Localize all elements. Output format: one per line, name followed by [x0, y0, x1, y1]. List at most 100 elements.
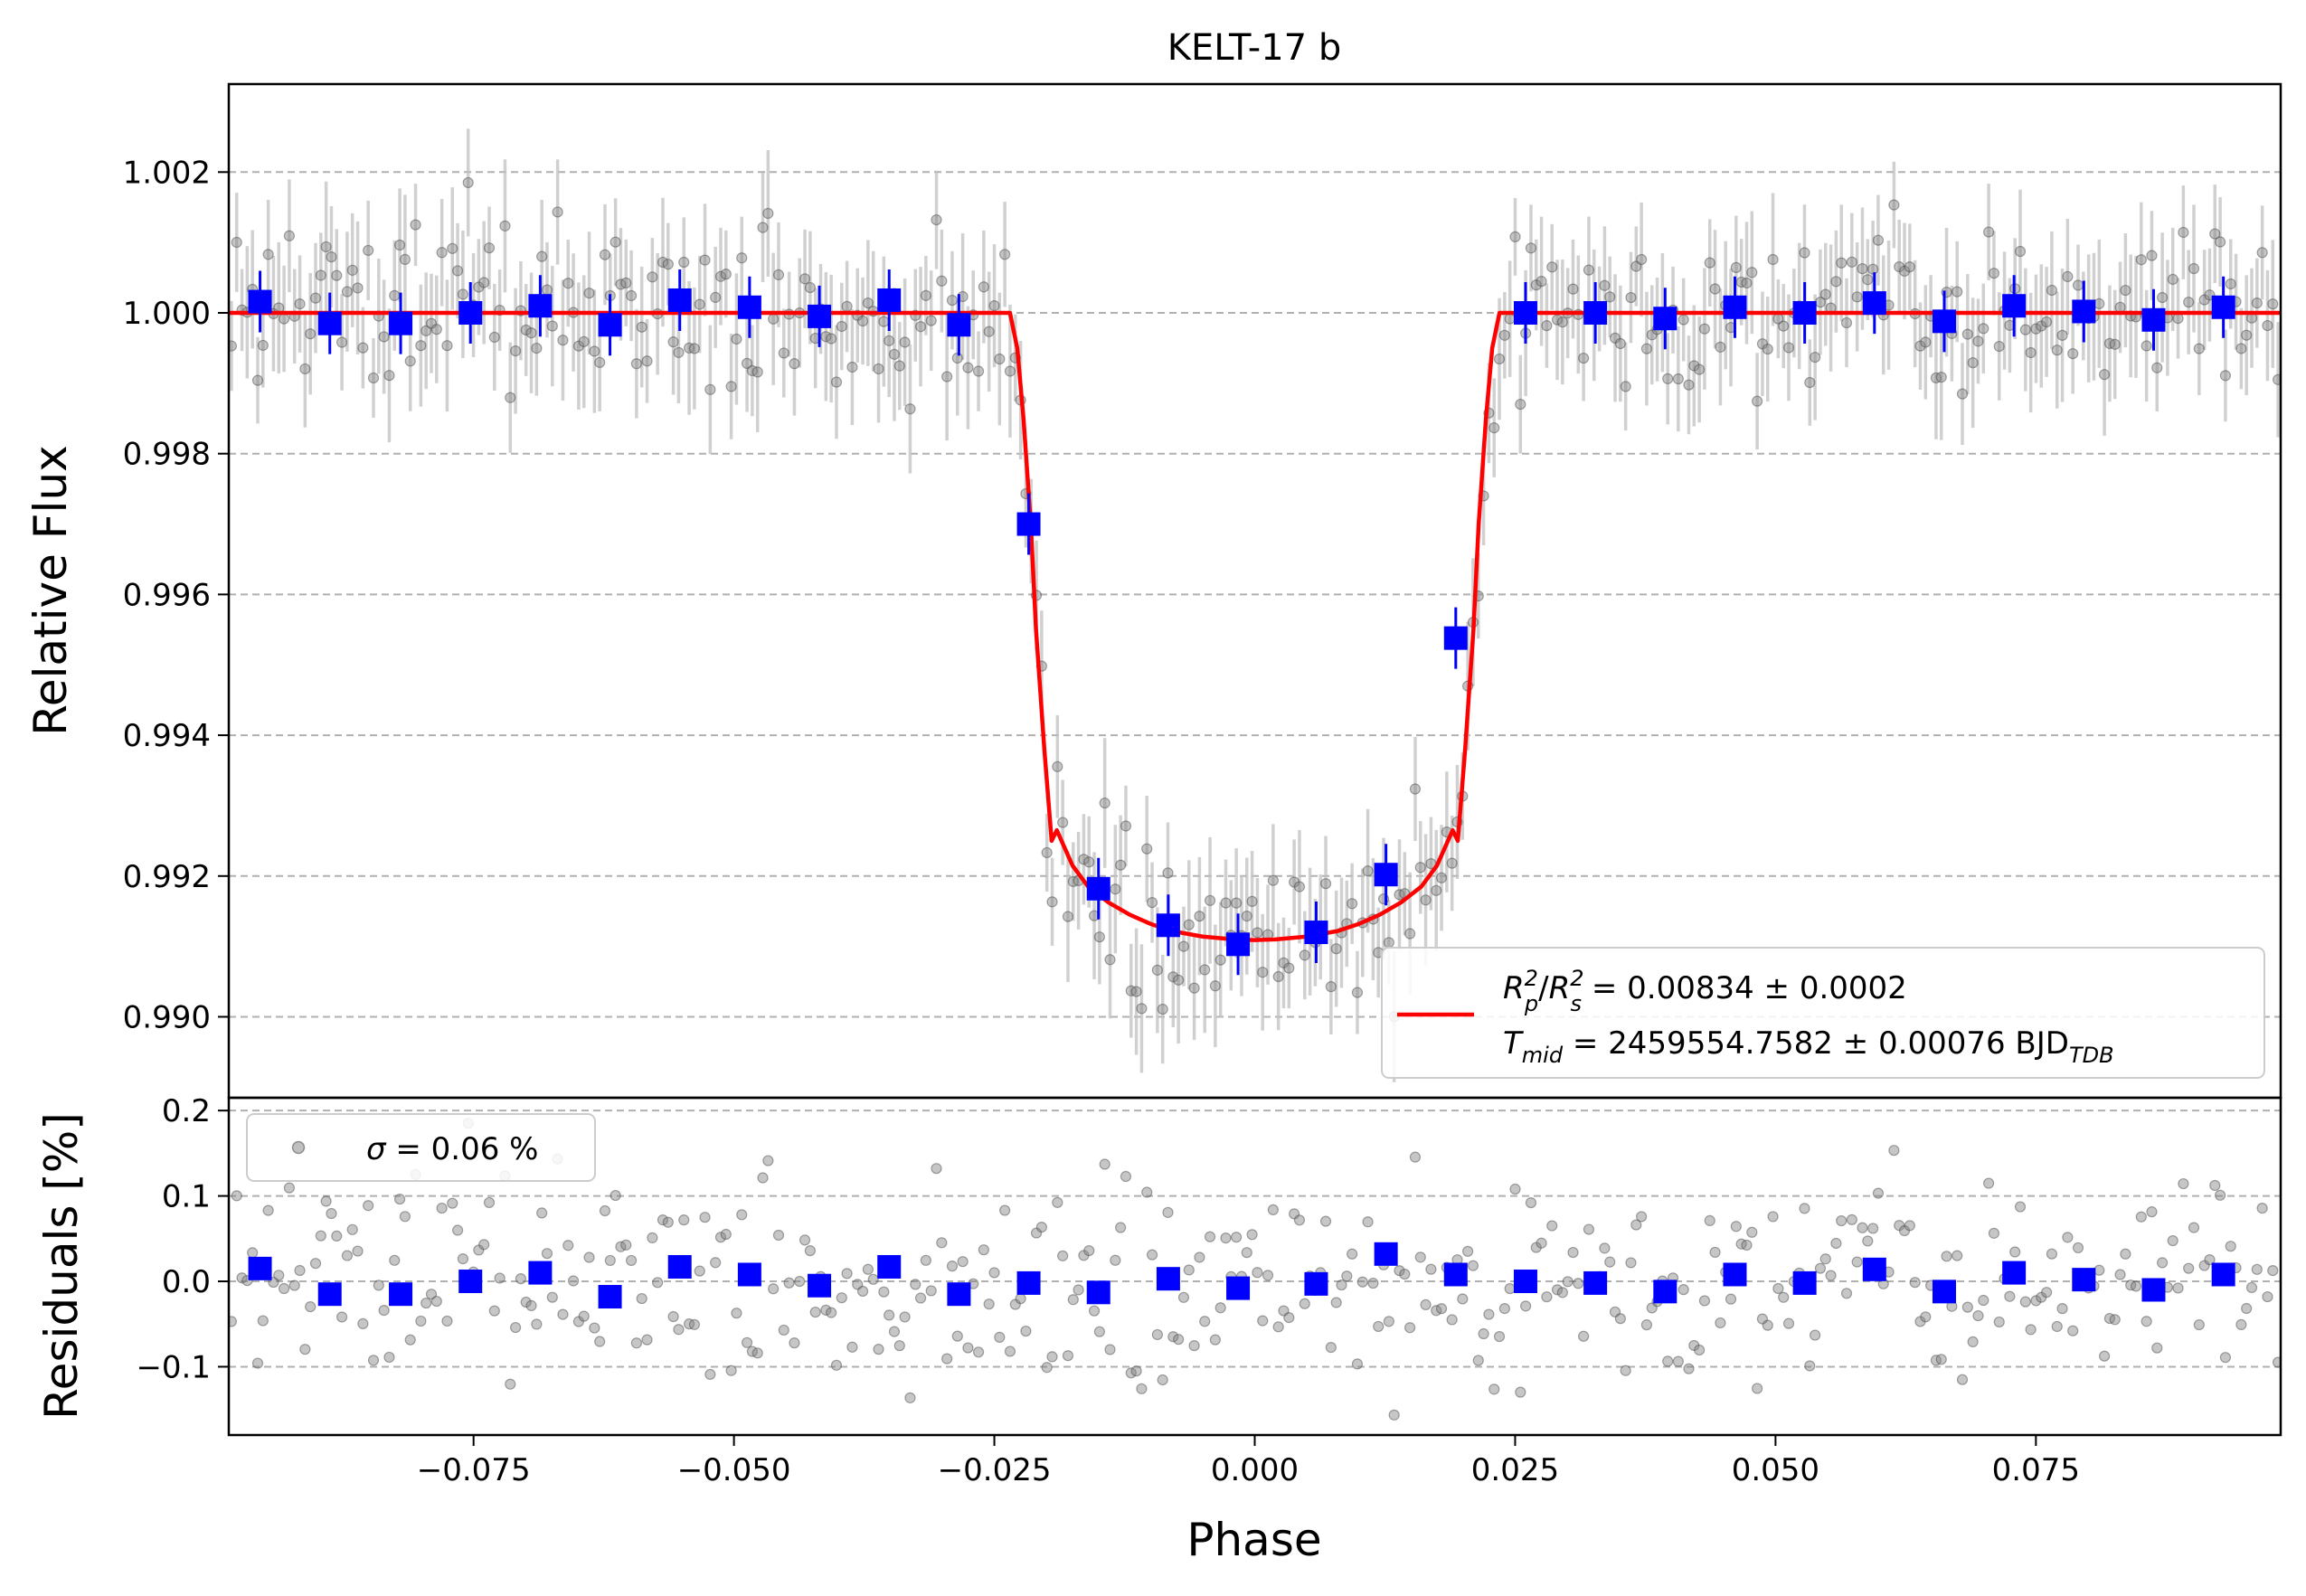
- raw-flux-point: [667, 336, 679, 348]
- raw-residual-point: [2019, 1296, 2031, 1308]
- raw-flux-point: [1888, 199, 1900, 211]
- raw-residual-point: [1573, 1278, 1584, 1289]
- binned-residual-point: [1792, 1270, 1817, 1295]
- raw-residual-point: [2156, 1257, 2169, 1269]
- raw-flux-point: [856, 315, 869, 327]
- raw-flux-point: [1541, 320, 1553, 332]
- raw-residual-point: [2235, 1318, 2247, 1331]
- raw-residual-point: [2098, 1350, 2111, 1362]
- raw-residual-point: [1088, 1305, 1101, 1317]
- raw-residual-point: [1020, 1325, 1032, 1337]
- raw-residual-point: [757, 1172, 769, 1184]
- raw-flux-point: [1709, 283, 1721, 295]
- raw-residual-point: [920, 1254, 931, 1266]
- x-tick-label: −0.075: [417, 1452, 531, 1488]
- raw-flux-point: [462, 176, 474, 189]
- raw-flux-point: [936, 275, 948, 287]
- rp-sup: 2: [1525, 966, 1538, 991]
- raw-residual-point: [1709, 1246, 1721, 1259]
- raw-flux-point: [1857, 263, 1868, 275]
- raw-residual-point: [1778, 1291, 1790, 1303]
- raw-residual-point: [1435, 1303, 1448, 1315]
- raw-flux-point: [1241, 910, 1252, 922]
- raw-flux-point: [589, 345, 600, 357]
- raw-residual-point: [2245, 1281, 2258, 1294]
- raw-residual-point: [741, 1336, 753, 1348]
- raw-residual-point: [1278, 1305, 1290, 1317]
- raw-residual-point: [2172, 1282, 2184, 1294]
- raw-flux-point: [1752, 395, 1763, 407]
- raw-flux-point: [1704, 257, 1715, 269]
- raw-residual-point: [1704, 1214, 1715, 1226]
- binned-residual-point: [1583, 1270, 1608, 1295]
- raw-flux-point: [1804, 376, 1816, 389]
- raw-residual-point: [1099, 1158, 1110, 1170]
- raw-residual-point: [594, 1336, 606, 1347]
- raw-flux-point: [2267, 298, 2279, 310]
- top-binned-points: [248, 269, 2235, 976]
- raw-residual-point: [604, 1254, 616, 1267]
- raw-residual-point: [1414, 1251, 1426, 1263]
- raw-flux-point: [878, 316, 890, 327]
- raw-flux-point: [1278, 957, 1290, 968]
- raw-flux-point: [647, 271, 658, 283]
- raw-flux-point: [1630, 260, 1642, 272]
- raw-residual-point: [1909, 1277, 1921, 1289]
- raw-residual-point: [1325, 1342, 1337, 1354]
- raw-flux-point: [2167, 273, 2178, 286]
- raw-residual-point: [1067, 1294, 1079, 1306]
- raw-flux-point: [1799, 247, 1810, 259]
- bottom-y-tick-label: 0.2: [162, 1093, 211, 1129]
- raw-flux-point: [983, 326, 995, 337]
- raw-flux-point: [1062, 911, 1074, 922]
- raw-residual-point: [357, 1317, 369, 1329]
- raw-residual-point: [483, 1196, 496, 1209]
- raw-residual-point: [1083, 1244, 1095, 1257]
- raw-flux-point: [1220, 897, 1232, 909]
- binned-residual-point: [317, 1282, 342, 1307]
- raw-flux-point: [1872, 234, 1885, 246]
- raw-flux-point: [688, 343, 700, 354]
- raw-flux-point: [1836, 257, 1848, 269]
- raw-flux-point: [1283, 962, 1295, 974]
- raw-flux-point: [1188, 982, 1200, 994]
- raw-flux-point: [488, 331, 500, 344]
- raw-flux-point: [2262, 319, 2273, 332]
- raw-residual-point: [731, 1308, 742, 1319]
- raw-residual-point: [231, 1190, 242, 1202]
- raw-residual-point: [320, 1195, 332, 1207]
- raw-flux-point: [341, 286, 354, 297]
- raw-flux-point: [229, 340, 238, 352]
- raw-residual-point: [251, 1357, 264, 1369]
- raw-residual-point: [288, 1280, 300, 1291]
- raw-flux-point: [2072, 279, 2084, 291]
- raw-flux-point: [625, 289, 638, 302]
- raw-residual-point: [599, 1204, 611, 1217]
- raw-residual-point: [794, 1275, 806, 1288]
- raw-residual-point: [1567, 1246, 1579, 1259]
- raw-flux-point: [678, 256, 690, 269]
- raw-flux-point: [2046, 284, 2058, 297]
- raw-residual-point: [1952, 1250, 1963, 1261]
- raw-flux-point: [1435, 872, 1448, 883]
- binned-residual-point: [1374, 1242, 1398, 1266]
- raw-residual-point: [1146, 1249, 1158, 1261]
- raw-residual-point: [1199, 1316, 1211, 1327]
- raw-residual-point: [1799, 1203, 1810, 1214]
- binned-residual-point: [389, 1282, 413, 1307]
- raw-flux-point: [972, 365, 985, 377]
- raw-residual-point: [583, 1251, 595, 1263]
- raw-flux-point: [610, 236, 621, 248]
- tmid-value: = 2459554.7582 ± 0.00076 BJD: [1563, 1025, 2069, 1062]
- raw-flux-point: [820, 331, 832, 343]
- raw-residual-point: [1498, 1303, 1510, 1315]
- raw-residual-point: [1640, 1319, 1653, 1331]
- raw-flux-point: [2098, 369, 2111, 381]
- raw-flux-point: [736, 252, 748, 264]
- raw-flux-point: [846, 361, 858, 373]
- raw-flux-point: [346, 264, 358, 276]
- raw-residual-point: [1735, 1238, 1747, 1250]
- raw-residual-point: [2025, 1324, 2037, 1336]
- raw-residual-point: [1347, 1248, 1358, 1260]
- raw-residual-point: [2135, 1211, 2147, 1223]
